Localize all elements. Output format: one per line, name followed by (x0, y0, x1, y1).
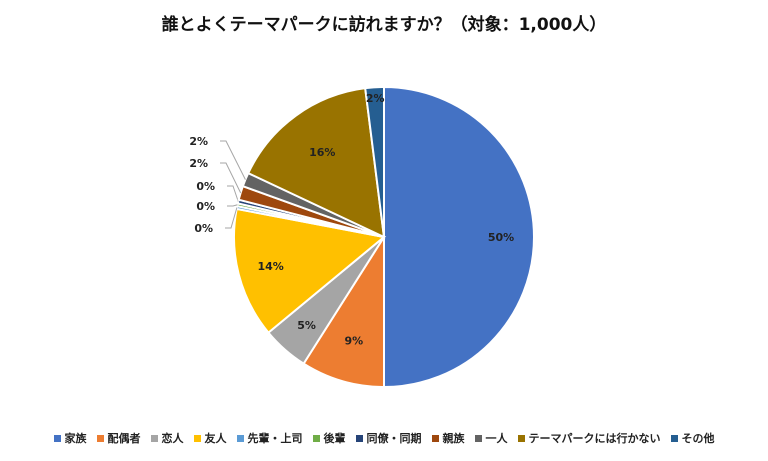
legend: 家族 配偶者 恋人 友人 先輩・上司 後輩 同僚・同期 親族 一人 テーマパークには行かない その他 (0, 430, 768, 446)
leader-line-8 (220, 140, 246, 180)
leader-line-6 (227, 185, 239, 202)
pie-slice-9 (246, 87, 386, 239)
chart-title: 誰とよくテーマパークに訪れますか？（対象：1,000人） (161, 15, 607, 35)
slice-label-8: 2% (189, 135, 208, 148)
legend-label: テーマパークには行かない (528, 432, 661, 445)
pie-slice-1 (302, 233, 385, 389)
slice-label-6: 0% (196, 180, 215, 193)
slice-label-1: 9% (345, 335, 364, 348)
pie-slice-10 (364, 85, 385, 238)
legend-label: 同僚・同期 (366, 432, 422, 445)
legend-item-0: 家族 (53, 430, 87, 446)
legend-swatch (236, 434, 244, 442)
legend-item-3: 友人 (193, 430, 227, 446)
leader-line-4 (225, 207, 238, 229)
legend-label: 親族 (442, 432, 465, 445)
legend-swatch (312, 434, 320, 442)
pie-slice-0 (383, 85, 535, 389)
legend-label: 配偶者 (107, 432, 141, 445)
legend-item-9: テーマパークには行かない (517, 430, 661, 446)
legend-swatch (193, 434, 201, 442)
slice-label-2: 5% (297, 319, 316, 332)
legend-item-6: 同僚・同期 (355, 430, 422, 446)
legend-item-4: 先輩・上司 (236, 430, 303, 446)
slice-label-0: 50% (488, 231, 514, 244)
legend-item-5: 後輩 (312, 430, 346, 446)
slice-label-7: 2% (189, 157, 208, 170)
slice-label-9: 16% (309, 146, 335, 159)
legend-item-8: 一人 (474, 430, 508, 446)
legend-label: 先輩・上司 (247, 432, 303, 445)
pie-slice-3 (233, 207, 387, 335)
legend-item-1: 配偶者 (96, 430, 141, 446)
slice-label-3: 14% (258, 260, 284, 273)
legend-swatch (96, 434, 104, 442)
legend-swatch (431, 434, 439, 442)
legend-item-2: 恋人 (150, 430, 184, 446)
slice-label-10: 2% (366, 92, 385, 105)
legend-label: 友人 (204, 432, 227, 445)
legend-swatch (355, 434, 363, 442)
legend-item-7: 親族 (431, 430, 465, 446)
legend-swatch (53, 434, 61, 442)
legend-swatch (517, 434, 525, 442)
legend-label: 一人 (485, 432, 508, 445)
legend-label: 後輩 (323, 432, 346, 445)
slice-label-4: 0% (194, 222, 213, 235)
legend-swatch (474, 434, 482, 442)
legend-item-10: その他 (670, 430, 715, 446)
legend-swatch (670, 434, 678, 442)
legend-label: 家族 (64, 432, 87, 445)
legend-swatch (150, 434, 158, 442)
leader-line-7 (220, 162, 242, 194)
slice-label-5: 0% (196, 200, 215, 213)
legend-label: 恋人 (161, 432, 184, 445)
legend-label: その他 (681, 432, 715, 445)
leader-line-5 (227, 204, 238, 207)
